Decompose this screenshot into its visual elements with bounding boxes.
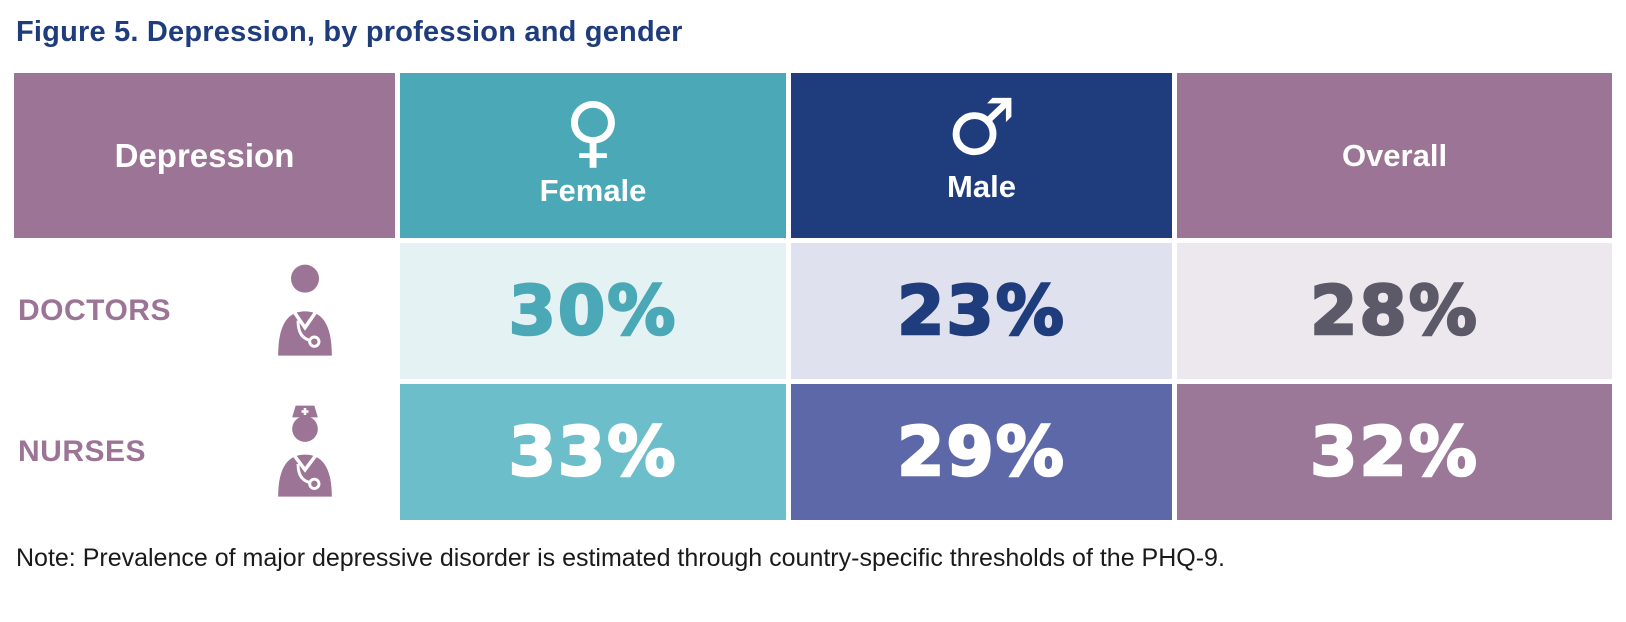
value-doctors-overall: 28% — [1177, 243, 1612, 379]
male-gender-icon: ♂ — [946, 82, 1017, 173]
row-label-nurses: NURSES — [14, 384, 395, 520]
header-male-label: Male — [947, 168, 1016, 204]
figure-title: Figure 5. Depression, by profession and … — [16, 16, 683, 48]
row-label-doctors: DOCTORS — [14, 243, 395, 379]
female-gender-icon: ♀ — [564, 86, 622, 177]
doctors-label: DOCTORS — [18, 294, 171, 327]
value-nurses-male: 29% — [791, 384, 1172, 520]
header-female-label: Female — [539, 172, 647, 208]
value-doctors-female: 30% — [400, 243, 786, 379]
header-male: ♂ Male — [791, 73, 1172, 238]
header-female: ♀ Female — [400, 73, 786, 238]
value-nurses-female: 33% — [400, 384, 786, 520]
figure-note: Note: Prevalence of major depressive dis… — [16, 544, 1225, 572]
value-doctors-male: 23% — [791, 243, 1172, 379]
header-depression: Depression — [14, 73, 395, 238]
doctor-icon — [270, 260, 340, 363]
nurse-icon — [270, 401, 340, 504]
nurses-label: NURSES — [18, 435, 147, 468]
depression-table: Depression ♀ Female ♂ Male Overall DOCTO… — [14, 73, 1612, 520]
header-overall: Overall — [1177, 73, 1612, 238]
value-nurses-overall: 32% — [1177, 384, 1612, 520]
